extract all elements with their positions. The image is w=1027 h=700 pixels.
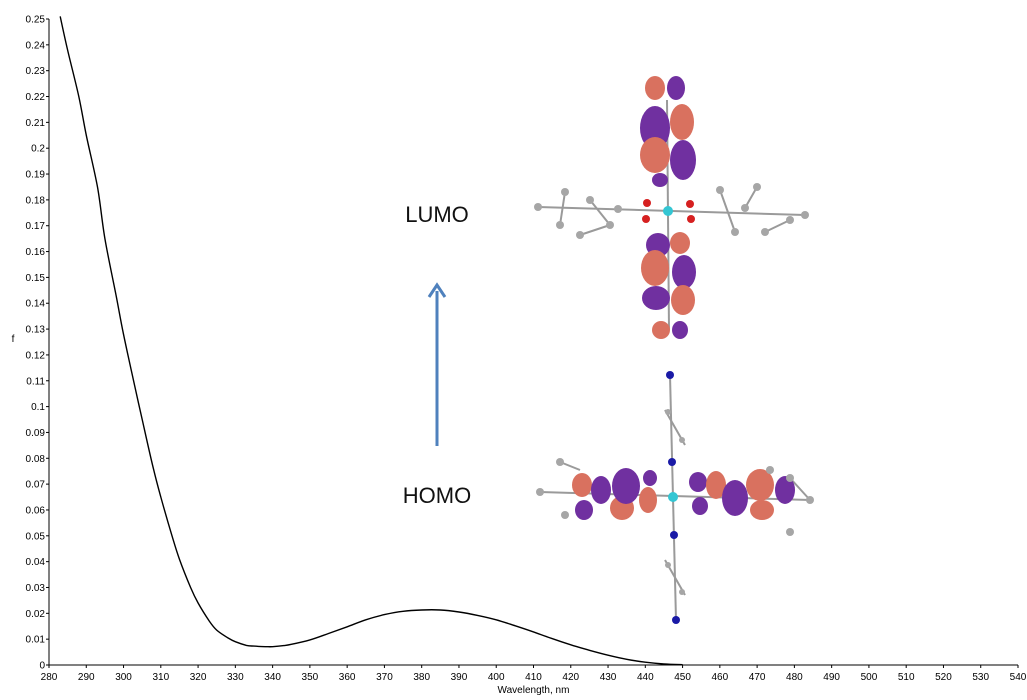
x-tick-label: 520 (935, 672, 952, 683)
lumo-orbital-lobes (640, 76, 696, 339)
x-tick-label: 310 (152, 672, 169, 683)
x-tick-label: 300 (115, 672, 132, 683)
y-tick-label: 0.22 (26, 92, 46, 103)
x-tick-label: 480 (786, 672, 803, 683)
x-tick-label: 440 (637, 672, 654, 683)
y-tick-label: 0.04 (26, 557, 46, 568)
x-tick-label: 330 (227, 672, 244, 683)
x-tick-label: 460 (712, 672, 729, 683)
lumo-bonds (537, 99, 806, 331)
transition-arrow (427, 282, 447, 446)
y-tick-label: 0 (39, 661, 45, 672)
y-tick-label: 0.14 (26, 299, 46, 310)
x-tick-label: 470 (749, 672, 766, 683)
y-tick-label: 0.02 (26, 609, 46, 620)
y-tick-label: 0.05 (26, 531, 46, 542)
x-tick-label: 400 (488, 672, 505, 683)
x-tick-label: 500 (861, 672, 878, 683)
series-line-0 (59, 16, 683, 666)
x-tick-label: 420 (562, 672, 579, 683)
x-tick-label: 540 (1010, 672, 1027, 683)
y-tick-label: 0.12 (26, 350, 46, 361)
y-tick-label: 0.09 (26, 428, 46, 439)
x-tick-label: 450 (674, 672, 691, 683)
homo-molecule-illustration (536, 371, 814, 624)
x-tick-label: 390 (451, 672, 468, 683)
x-tick-label: 410 (525, 672, 542, 683)
x-tick-label: 490 (823, 672, 840, 683)
y-axis: 0 0.01 0.02 0.03 0.04 0.05 0.06 0.07 0.08 0.09 0.1… (26, 15, 50, 672)
homo-label: HOMO (403, 483, 471, 508)
y-tick-label: 0.15 (26, 273, 46, 284)
x-tick-label: 430 (600, 672, 617, 683)
x-tick-label: 380 (413, 672, 430, 683)
y-tick-label: 0.24 (26, 40, 46, 51)
x-tick-label: 320 (190, 672, 207, 683)
lumo-molecule-illustration (534, 76, 809, 339)
plot-area: 0 0.01 0.02 0.03 0.04 0.05 0.06 0.07 0.08 0.09 0.1… (12, 15, 1027, 697)
y-tick-label: 0.17 (26, 221, 46, 232)
lumo-label: LUMO (405, 202, 469, 227)
y-tick-label: 0.07 (26, 480, 46, 491)
series-layer (59, 16, 683, 666)
x-axis: 280 290 300 310 320 330 340 350 360 370 380 390 400 4… (41, 664, 1027, 683)
transition-arrow-head (427, 282, 447, 298)
y-tick-label: 0.18 (26, 195, 46, 206)
y-tick-label: 0.21 (26, 118, 46, 129)
y-axis-title: f (12, 334, 15, 345)
y-tick-label: 0.01 (26, 635, 46, 646)
y-tick-label: 0.16 (26, 247, 46, 258)
homo-atoms (536, 371, 814, 624)
y-tick-label: 0.06 (26, 505, 46, 516)
x-tick-label: 360 (339, 672, 356, 683)
x-tick-label: 340 (264, 672, 281, 683)
y-tick-label: 0.1 (31, 402, 45, 413)
x-tick-label: 280 (41, 672, 58, 683)
y-tick-label: 0.2 (31, 144, 45, 155)
x-tick-label: 350 (302, 672, 319, 683)
x-axis-title: Wavelength, nm (498, 685, 570, 696)
lumo-atoms (534, 183, 809, 239)
y-tick-label: 0.19 (26, 170, 46, 181)
x-tick-label: 290 (78, 672, 95, 683)
y-tick-label: 0.23 (26, 66, 46, 77)
y-tick-label: 0.03 (26, 583, 46, 594)
x-tick-label: 370 (376, 672, 393, 683)
x-tick-label: 530 (972, 672, 989, 683)
y-tick-label: 0.25 (26, 15, 46, 26)
y-tick-label: 0.08 (26, 454, 46, 465)
y-tick-label: 0.11 (26, 376, 45, 387)
homo-orbital-lobes (572, 468, 795, 520)
y-tick-label: 0.13 (26, 325, 46, 336)
x-tick-label: 510 (898, 672, 915, 683)
